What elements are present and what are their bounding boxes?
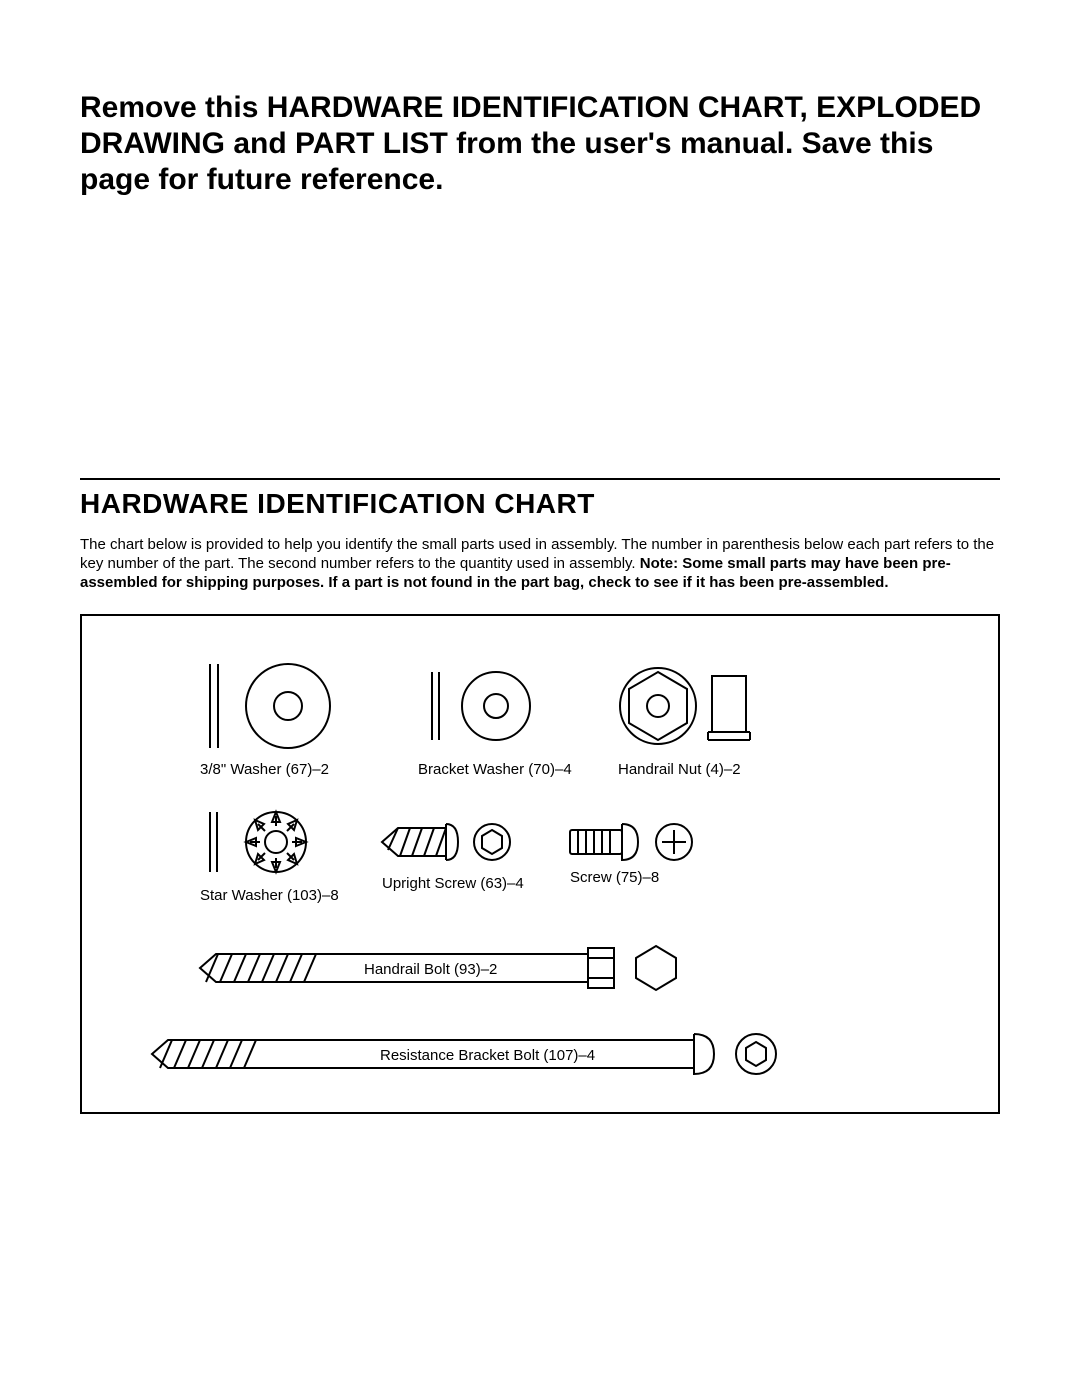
chart-svg: 3/8" Washer (67)–2 Bracket Washer (70)–4 (82, 616, 998, 1112)
upright-screw-label: Upright Screw (63)–4 (382, 875, 524, 892)
washer-3-8-label: 3/8" Washer (67)–2 (200, 761, 329, 778)
description: The chart below is provided to help you … (80, 536, 1000, 592)
page: Remove this HARDWARE IDENTIFICATION CHAR… (0, 0, 1080, 1397)
resistance-bracket-bolt-label: Resistance Bracket Bolt (107)–4 (380, 1047, 595, 1064)
star-washer-label: Star Washer (103)–8 (200, 887, 339, 904)
handrail-nut-label: Handrail Nut (4)–2 (618, 761, 741, 778)
intro-heading: Remove this HARDWARE IDENTIFICATION CHAR… (80, 90, 1000, 198)
handrail-nut-icon (620, 668, 750, 744)
bracket-washer-icon (432, 672, 530, 740)
screw-label: Screw (75)–8 (570, 869, 659, 886)
bracket-washer-label: Bracket Washer (70)–4 (418, 761, 572, 778)
hardware-chart: 3/8" Washer (67)–2 Bracket Washer (70)–4 (80, 614, 1000, 1114)
upright-screw-icon (382, 824, 510, 860)
washer-3-8-icon (210, 664, 330, 748)
star-washer-icon (210, 812, 306, 872)
divider (80, 478, 1000, 480)
handrail-bolt-label: Handrail Bolt (93)–2 (364, 961, 497, 978)
section-title: HARDWARE IDENTIFICATION CHART (80, 488, 1000, 520)
screw-icon (570, 824, 692, 860)
